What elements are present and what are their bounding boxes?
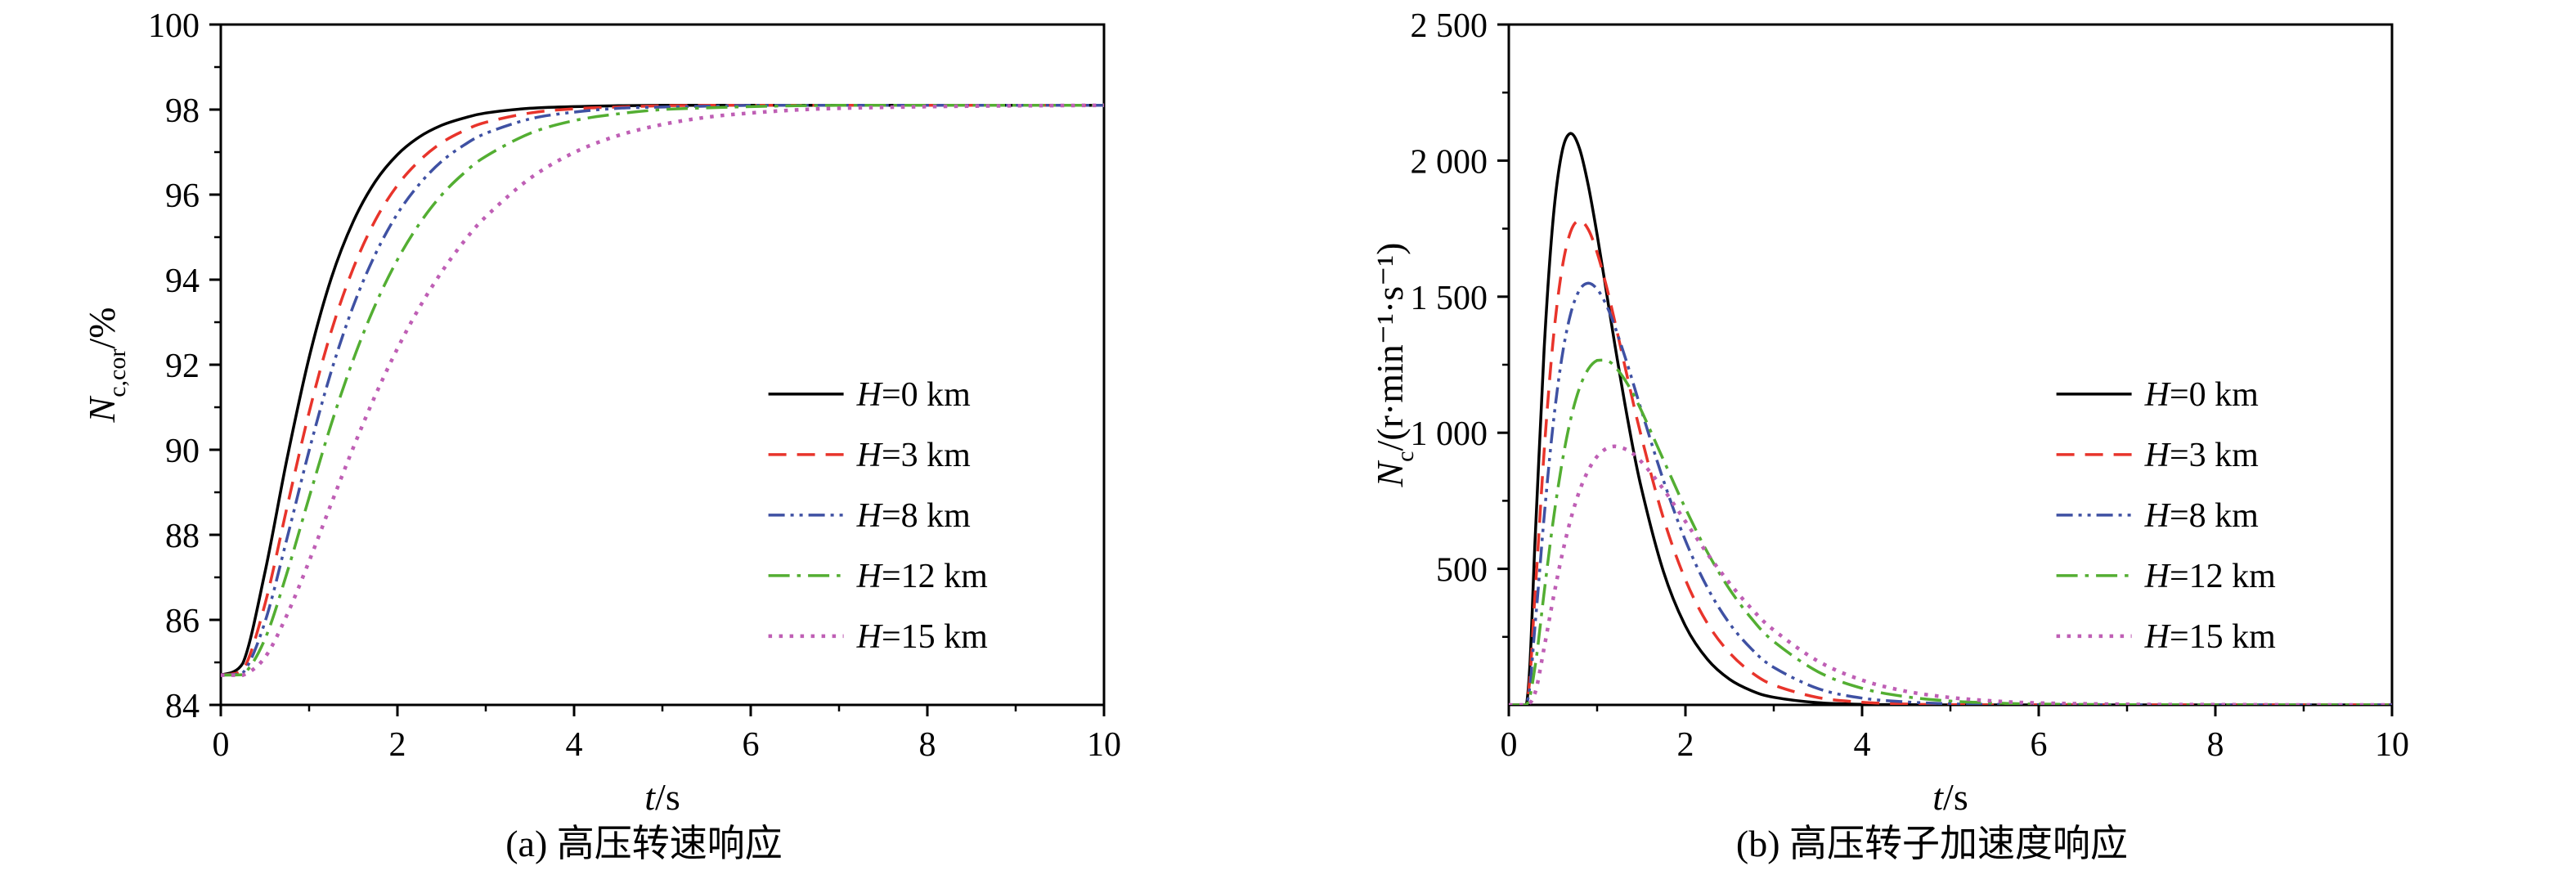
chart-a-caption: (a) 高压转速响应 <box>505 823 783 864</box>
chart-a: 0 2 4 6 8 10 84 86 88 90 92 94 96 98 100 t/s Nc,cor/% H=0… <box>81 7 1122 864</box>
y-axis-ticks <box>209 23 221 707</box>
chart-b-canvas: 0 2 4 6 8 10 500 1 000 1 500 2 000 2 500 t/s Nc/(r·m… <box>1369 7 2410 818</box>
svg-text:100: 100 <box>148 7 200 45</box>
svg-text:92: 92 <box>165 348 200 385</box>
legend-label: H=0 km <box>856 376 972 414</box>
svg-text:96: 96 <box>165 177 200 215</box>
x-axis-ticks <box>1507 705 2394 716</box>
series-line-3 <box>221 104 1104 677</box>
legend-item-1: H=3 km <box>2056 437 2260 474</box>
chart-b-caption: (b) 高压转子加速度响应 <box>1735 823 2129 864</box>
svg-text:2 000: 2 000 <box>1411 143 1488 181</box>
svg-text:0: 0 <box>213 726 230 764</box>
svg-text:2: 2 <box>389 726 406 764</box>
plot-frame <box>1507 23 2394 707</box>
legend-item-4: H=15 km <box>768 618 989 656</box>
svg-text:98: 98 <box>165 92 200 130</box>
series-line-4 <box>1509 444 2392 705</box>
svg-text:1 000: 1 000 <box>1411 415 1488 453</box>
series-line-1 <box>1509 218 2392 705</box>
svg-text:8: 8 <box>2207 726 2224 764</box>
svg-text:94: 94 <box>165 263 200 300</box>
legend-item-2: H=8 km <box>2056 497 2260 535</box>
svg-text:2 500: 2 500 <box>1411 7 1488 45</box>
svg-text:1 500: 1 500 <box>1411 280 1488 317</box>
svg-text:88: 88 <box>165 518 200 555</box>
svg-text:10: 10 <box>2375 726 2409 764</box>
x-axis-label: t/s <box>644 776 680 818</box>
chart-b: 0 2 4 6 8 10 500 1 000 1 500 2 000 2 500 t/s Nc/(r·m… <box>1288 0 2576 884</box>
svg-text:84: 84 <box>165 688 200 725</box>
svg-text:8: 8 <box>919 726 936 764</box>
svg-text:6: 6 <box>743 726 760 764</box>
plot-frame <box>219 23 1106 707</box>
svg-text:86: 86 <box>165 603 200 640</box>
legend-label: H=8 km <box>856 497 972 535</box>
legend-label: H=3 km <box>2144 437 2260 474</box>
svg-text:4: 4 <box>1854 726 1871 764</box>
legend-label: H=0 km <box>2144 376 2260 414</box>
y-axis-label: Nc/(r·min⁻¹·s⁻¹) <box>1369 243 1419 488</box>
legend-label: H=15 km <box>2144 618 2277 656</box>
legend-item-2: H=8 km <box>768 497 972 535</box>
legend-item-3: H=12 km <box>2056 558 2277 595</box>
legend-label: H=12 km <box>856 558 989 595</box>
x-axis-label: t/s <box>1932 776 1968 818</box>
svg-text:0: 0 <box>1501 726 1518 764</box>
legend-item-3: H=12 km <box>768 558 989 595</box>
legend-label: H=8 km <box>2144 497 2260 535</box>
series-line-3 <box>1509 358 2392 705</box>
chart-a-canvas: 0 2 4 6 8 10 84 86 88 90 92 94 96 98 100 t/s Nc,cor/% H=0… <box>81 7 1122 818</box>
svg-text:10: 10 <box>1087 726 1121 764</box>
svg-text:2: 2 <box>1677 726 1694 764</box>
svg-text:500: 500 <box>1436 552 1488 590</box>
legend-item-0: H=0 km <box>2056 376 2260 414</box>
x-axis-ticks <box>219 705 1106 716</box>
svg-text:90: 90 <box>165 433 200 470</box>
series-line-2 <box>1509 281 2392 705</box>
series-line-2 <box>221 104 1104 677</box>
legend-label: H=12 km <box>2144 558 2277 595</box>
legend-item-0: H=0 km <box>768 376 972 414</box>
svg-text:4: 4 <box>566 726 583 764</box>
svg-text:6: 6 <box>2031 726 2048 764</box>
x-axis-tick-labels: 0 2 4 6 8 10 <box>1501 726 2410 764</box>
series-line-0 <box>1509 132 2392 705</box>
y-axis-label: Nc,cor/% <box>81 307 131 424</box>
legend-item-1: H=3 km <box>768 437 972 474</box>
y-axis-ticks <box>1497 23 1509 639</box>
x-axis-tick-labels: 0 2 4 6 8 10 <box>213 726 1122 764</box>
y-axis-tick-labels: 84 86 88 90 92 94 96 98 100 <box>148 7 200 725</box>
legend-label: H=3 km <box>856 437 972 474</box>
y-axis-tick-labels: 500 1 000 1 500 2 000 2 500 <box>1411 7 1488 590</box>
legend-item-4: H=15 km <box>2056 618 2277 656</box>
legend-label: H=15 km <box>856 618 989 656</box>
